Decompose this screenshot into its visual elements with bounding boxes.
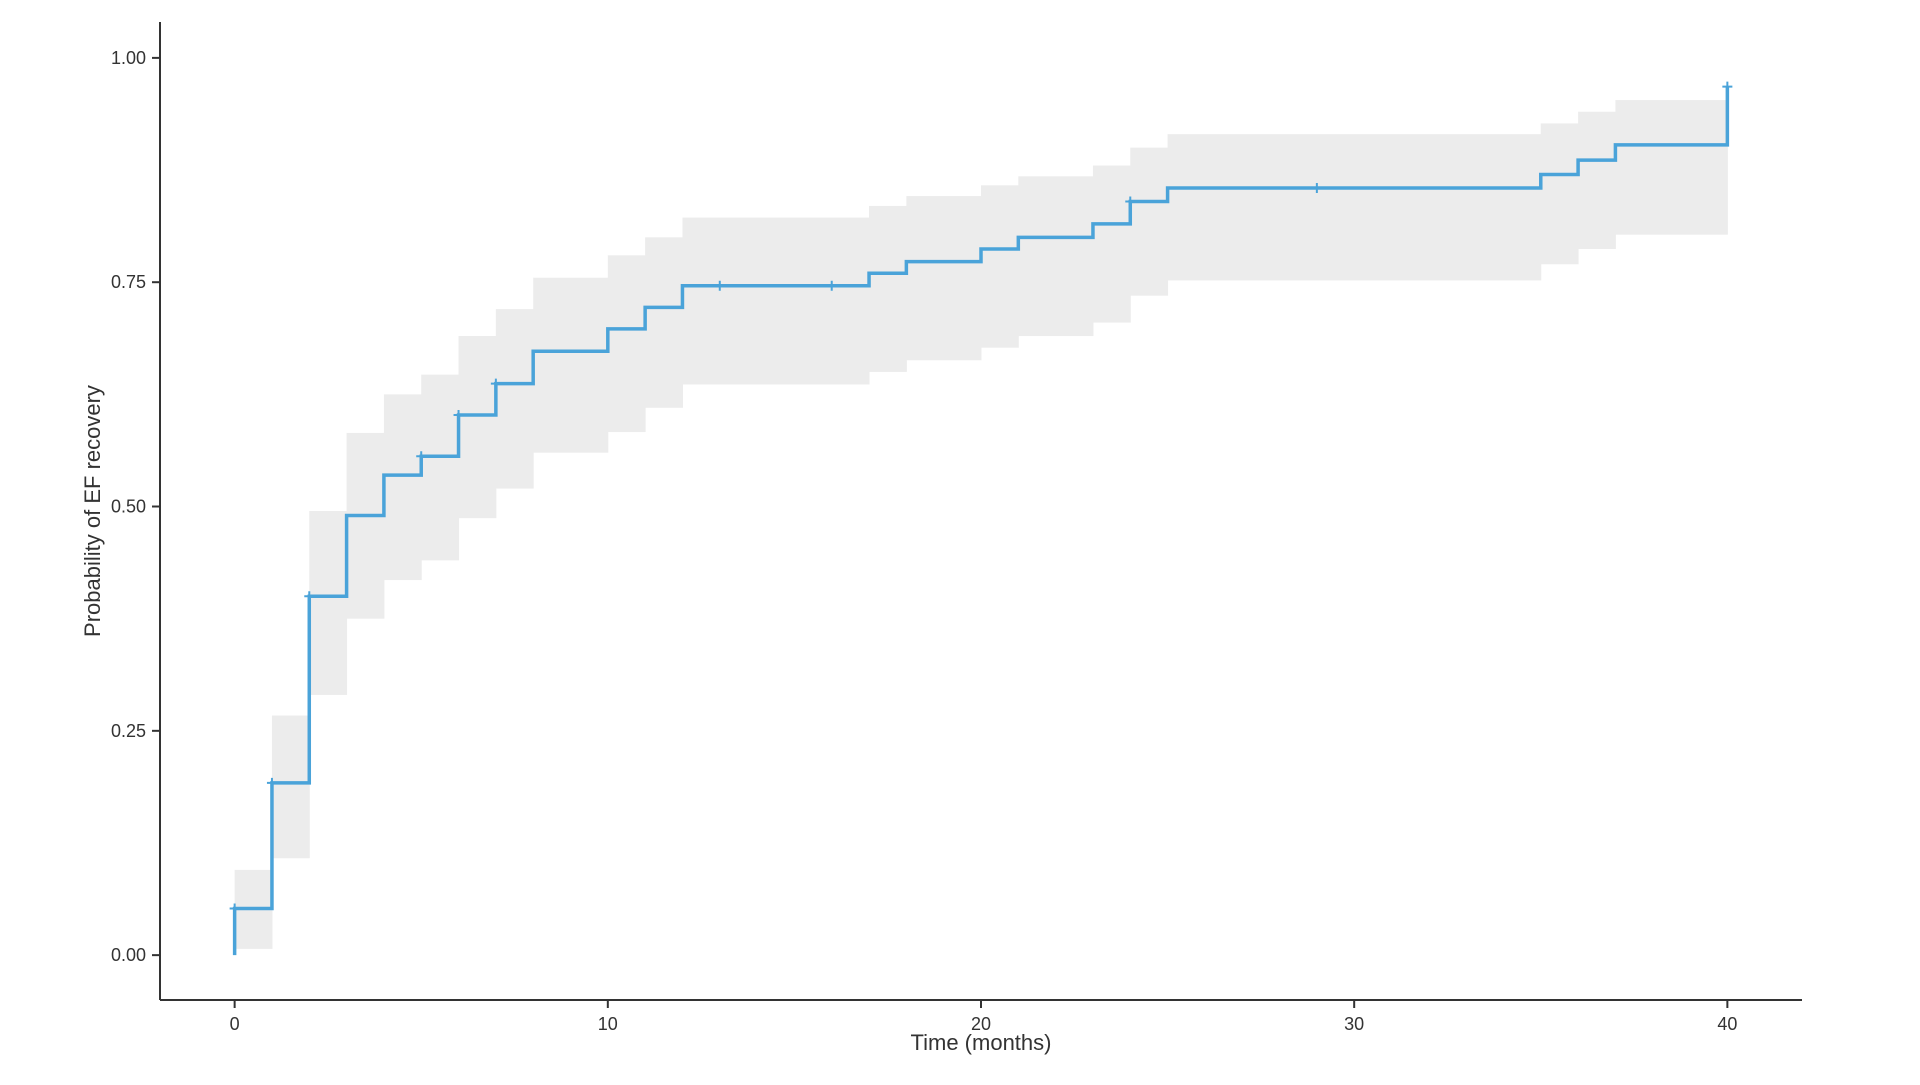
y-tick-label: 1.00 bbox=[111, 48, 146, 68]
x-tick-label: 0 bbox=[230, 1014, 240, 1034]
y-tick-label: 0.75 bbox=[111, 272, 146, 292]
y-axis-title: Probability of EF recovery bbox=[80, 385, 105, 637]
confidence-band-step bbox=[533, 277, 609, 453]
censor-mark bbox=[304, 591, 315, 602]
confidence-band-step bbox=[645, 237, 683, 408]
censor-marks bbox=[229, 81, 1733, 914]
survival-curve bbox=[232, 86, 1730, 956]
confidence-band-step bbox=[458, 336, 497, 519]
confidence-band-step bbox=[309, 511, 348, 695]
censor-mark bbox=[1722, 81, 1733, 92]
y-tick-label: 0.25 bbox=[111, 721, 146, 741]
censor-mark bbox=[229, 903, 240, 914]
confidence-band-step bbox=[1167, 134, 1542, 281]
y-tick-label: 0.00 bbox=[111, 945, 146, 965]
confidence-band-step bbox=[495, 309, 534, 489]
x-tick-label: 10 bbox=[598, 1014, 618, 1034]
confidence-band-step bbox=[383, 394, 422, 581]
censor-mark bbox=[1125, 196, 1136, 207]
confidence-band-step bbox=[1018, 176, 1094, 337]
x-tick-label: 20 bbox=[971, 1014, 991, 1034]
confidence-band bbox=[234, 100, 1728, 949]
censor-mark bbox=[453, 409, 464, 420]
confidence-band-step bbox=[421, 374, 460, 561]
censor-mark bbox=[416, 451, 427, 462]
censor-mark bbox=[1311, 182, 1322, 193]
confidence-band-step bbox=[1130, 147, 1169, 296]
x-axis-title: Time (months) bbox=[911, 1030, 1052, 1055]
y-tick-label: 0.50 bbox=[111, 497, 146, 517]
x-tick-label: 30 bbox=[1344, 1014, 1364, 1034]
confidence-band-step bbox=[682, 217, 870, 385]
confidence-band-step bbox=[1615, 100, 1728, 235]
confidence-band-step bbox=[869, 205, 907, 372]
censor-mark bbox=[714, 280, 725, 291]
censor-mark bbox=[266, 777, 277, 788]
censor-mark bbox=[490, 378, 501, 389]
confidence-band-step bbox=[1092, 165, 1131, 323]
ticks: 0 10 20 30 40 0.00 0.25 0.50 0.75 1.00 bbox=[111, 48, 1737, 1034]
confidence-band-step bbox=[1578, 111, 1616, 250]
confidence-band-step bbox=[1540, 123, 1579, 265]
confidence-band-step bbox=[346, 432, 385, 619]
confidence-band-step bbox=[906, 196, 982, 361]
x-tick-label: 40 bbox=[1717, 1014, 1737, 1034]
censor-mark bbox=[826, 280, 837, 291]
confidence-band-step bbox=[271, 715, 310, 859]
survival-step-line bbox=[232, 86, 1730, 956]
confidence-band-step bbox=[607, 255, 646, 433]
confidence-band-step bbox=[981, 185, 1019, 348]
